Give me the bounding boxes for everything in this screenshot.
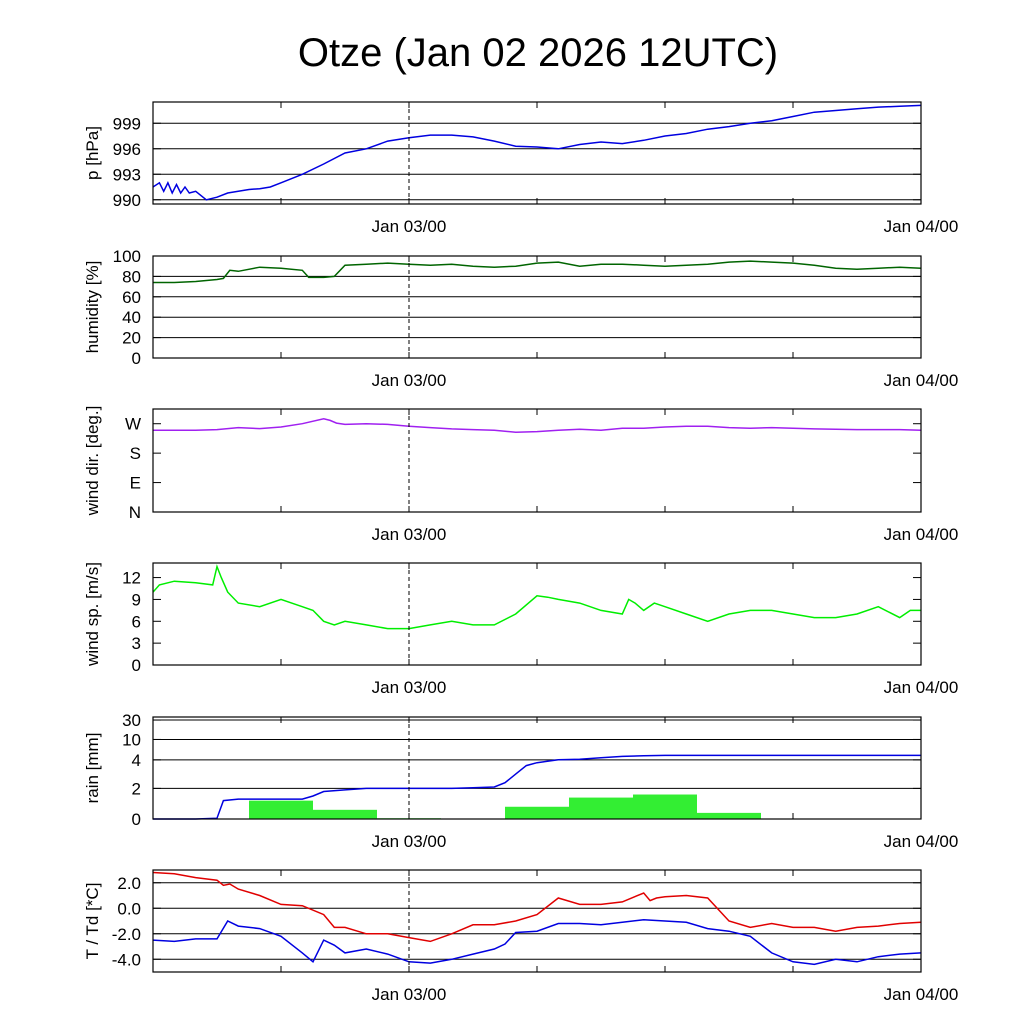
y-axis-label: p [hPa] xyxy=(83,126,102,180)
y-tick-label: 4 xyxy=(132,751,141,770)
plot-frame xyxy=(152,408,922,513)
y-tick-label: 2.0 xyxy=(117,874,141,893)
x-tick-label: Jan 03/00 xyxy=(372,985,447,1004)
y-tick-label: 0 xyxy=(132,349,141,368)
y-axis-label: rain [mm] xyxy=(83,733,102,804)
rain-bar xyxy=(633,794,697,819)
series-line-1 xyxy=(153,260,922,284)
y-tick-label: 30 xyxy=(122,711,141,730)
y-tick-label: -4.0 xyxy=(112,950,141,969)
y-tick-label: 40 xyxy=(122,308,141,327)
plot-frame xyxy=(152,562,922,666)
y-tick-label: 0 xyxy=(132,656,141,675)
chart-title: Otze (Jan 02 2026 12UTC) xyxy=(298,31,778,75)
series-line-1 xyxy=(153,418,922,433)
rain-bar xyxy=(313,809,377,819)
x-tick-label: Jan 04/00 xyxy=(884,678,959,697)
y-tick-label: 60 xyxy=(122,288,141,307)
x-tick-label: Jan 03/00 xyxy=(372,678,447,697)
panel-6: -4.0 -2.0 0.0 2.0 T / Td [*C] Jan 03/00 Jan 04… xyxy=(83,869,959,1004)
y-tick-label: 996 xyxy=(113,140,141,159)
y-tick-label: 999 xyxy=(113,114,141,133)
y-tick-label: -2.0 xyxy=(112,925,141,944)
y-axis-label: humidity [%] xyxy=(83,261,102,354)
y-tick-label: 100 xyxy=(113,247,141,266)
x-tick-label: Jan 04/00 xyxy=(884,371,959,390)
series-line-1 xyxy=(152,104,922,201)
x-tick-label: Jan 04/00 xyxy=(884,832,959,851)
plot-frame xyxy=(152,716,922,820)
rain-bar xyxy=(505,806,569,819)
plot-frame xyxy=(152,869,922,973)
y-tick-label: 993 xyxy=(113,165,141,184)
x-tick-label: Jan 03/00 xyxy=(372,525,447,544)
y-axis-label: T / Td [*C] xyxy=(83,883,102,960)
series-line-1 xyxy=(153,754,921,820)
y-tick-label: 80 xyxy=(122,267,141,286)
y-tick-label: E xyxy=(130,474,141,493)
panel-1: 990 993 996 999 p [hPa] Jan 03/00 Jan 04/00 xyxy=(83,101,959,236)
x-tick-label: Jan 03/00 xyxy=(372,832,447,851)
plot-frame xyxy=(152,101,922,205)
x-tick-label: Jan 04/00 xyxy=(884,985,959,1004)
y-tick-label: S xyxy=(130,444,141,463)
x-tick-label: Jan 03/00 xyxy=(372,217,447,236)
y-tick-label: 20 xyxy=(122,329,141,348)
y-tick-label: 6 xyxy=(132,612,141,631)
plot-frame xyxy=(152,255,922,359)
y-tick-label: 0.0 xyxy=(117,899,141,918)
y-tick-label: 990 xyxy=(113,191,141,210)
y-tick-label: W xyxy=(125,415,141,434)
x-tick-label: Jan 03/00 xyxy=(372,371,447,390)
rain-bar xyxy=(697,812,761,819)
y-tick-label: 9 xyxy=(132,590,141,609)
y-axis-label: wind dir. [deg.] xyxy=(83,406,102,517)
y-tick-label: 12 xyxy=(122,569,141,588)
series-line-1 xyxy=(152,564,921,630)
y-tick-label: 2 xyxy=(132,779,141,798)
series-line-1 xyxy=(152,871,922,943)
y-tick-label: N xyxy=(129,503,141,522)
x-tick-label: Jan 04/00 xyxy=(884,525,959,544)
y-axis-label: wind sp. [m/s] xyxy=(83,562,102,667)
y-tick-label: 10 xyxy=(122,730,141,749)
rain-bar xyxy=(569,797,633,819)
y-tick-label: 3 xyxy=(132,634,141,653)
y-tick-label: 0 xyxy=(132,810,141,829)
panel-4: 0 3 6 9 12 wind sp. [m/s] Jan 03/00 Jan 04/00 xyxy=(83,562,958,697)
series-line-2 xyxy=(152,918,922,966)
rain-bar xyxy=(249,800,313,819)
x-tick-label: Jan 04/00 xyxy=(884,217,959,236)
